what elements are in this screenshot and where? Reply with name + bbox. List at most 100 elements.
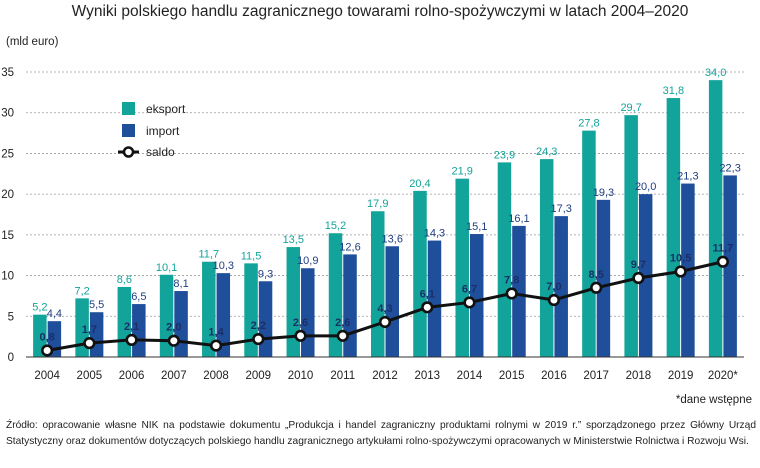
bar-label-import: 10,3	[213, 260, 234, 272]
bar-import	[596, 199, 611, 357]
bar-label-eksport: 21,9	[452, 166, 473, 178]
saldo-point	[209, 339, 223, 352]
bar-eksport	[582, 130, 596, 357]
bar-label-import: 4,4	[47, 308, 62, 320]
bar-label-import: 8,1	[173, 278, 188, 290]
bar-label-import: 9,3	[258, 268, 273, 280]
saldo-label: 0,8	[39, 331, 54, 343]
bar-label-import: 16,1	[508, 213, 529, 225]
bar-label-eksport: 15,2	[325, 220, 346, 232]
y-tick-label: 15	[1, 230, 14, 242]
saldo-label: 2,2	[251, 320, 266, 332]
bar-label-eksport: 5,2	[32, 302, 47, 314]
legend-label-saldo: saldo	[146, 145, 175, 159]
x-tick-label: 2012	[372, 370, 398, 382]
saldo-point	[336, 329, 349, 342]
saldo-line: 0,8 1,7 2,1 2,0 1,4 2,2 2,6 2,6 4,3 6,1 6,7 7,8 7,0 8…	[39, 243, 733, 357]
saldo-label: 9,7	[631, 259, 646, 271]
bar-label-import: 14,3	[424, 228, 445, 240]
saldo-point	[632, 271, 645, 285]
saldo-point	[716, 255, 729, 268]
bar-label-eksport: 11,7	[199, 249, 220, 261]
x-tick-label: 2019	[668, 370, 694, 382]
saldo-label: 1,7	[82, 324, 97, 336]
x-tick-label: 2005	[77, 370, 103, 382]
saldo-point	[378, 315, 392, 329]
saldo-label: 7,0	[546, 281, 561, 293]
x-tick-label: 2016	[541, 370, 567, 382]
y-tick-label: 35	[1, 67, 14, 79]
bar-import	[301, 268, 315, 357]
bar-import	[216, 273, 231, 357]
chart-area: 5,24,47,25,58,66,510,18,111,710,311,59,3…	[1, 67, 744, 382]
legend-label-eksport: eksport	[146, 102, 186, 116]
saldo-label: 8,5	[589, 269, 604, 281]
saldo-label: 6,1	[420, 288, 435, 300]
bar-eksport	[624, 115, 638, 358]
bar-label-import: 22,3	[719, 162, 740, 174]
x-tick-label: 2009	[245, 370, 271, 382]
saldo-point	[294, 329, 307, 342]
x-tick-label: 2006	[119, 370, 145, 382]
bar-eksport	[413, 190, 427, 357]
y-tick-label: 30	[1, 108, 14, 120]
bar-label-eksport: 27,8	[578, 118, 599, 130]
y-tick-label: 0	[8, 352, 14, 364]
bar-eksport	[202, 261, 216, 357]
axes: 0 5 10 15 20 25 30 35 2004 2005 2006 2007 2008 2009 20…	[1, 67, 744, 382]
bar-label-import: 12,6	[339, 241, 360, 253]
saldo-label: 2,0	[166, 322, 181, 334]
saldo-label: 4,3	[377, 303, 392, 315]
x-tick-label: 2014	[457, 370, 483, 382]
bar-label-eksport: 29,7	[620, 102, 641, 114]
saldo-point	[125, 333, 138, 347]
chart-title: Wyniki polskiego handlu zagranicznego to…	[71, 3, 689, 20]
source-note: Źródło: opracowanie własne NIK na podsta…	[6, 420, 756, 447]
bar-label-eksport: 23,9	[494, 149, 515, 161]
bar-import	[554, 216, 568, 357]
bar-import	[469, 234, 484, 357]
y-tick-label: 25	[1, 148, 14, 160]
saldo-point	[167, 334, 180, 347]
y-tick-label: 10	[1, 271, 14, 283]
bar-import	[343, 254, 357, 357]
x-tick-label: 2015	[499, 370, 525, 382]
saldo-point	[547, 293, 561, 307]
x-tick-label: 2017	[583, 370, 609, 382]
bar-label-import: 6,5	[131, 291, 146, 303]
x-tick-label: 2010	[288, 370, 314, 382]
saldo-point	[590, 281, 603, 294]
saldo-point	[83, 337, 96, 350]
bar-label-import: 21,3	[677, 171, 698, 183]
bar-label-import: 19,3	[593, 187, 614, 199]
bar-label-eksport: 20,4	[409, 178, 430, 190]
bar-eksport	[244, 263, 258, 357]
x-tick-label: 2013	[414, 370, 440, 382]
bar-label-import: 5,5	[89, 299, 104, 311]
bar-label-import: 13,6	[382, 233, 403, 245]
x-tick-label: 2008	[203, 370, 229, 382]
saldo-label: 2,1	[124, 321, 139, 333]
bar-eksport	[666, 98, 681, 358]
saldo-label: 2,6	[335, 317, 350, 329]
legend: eksport import saldo	[118, 102, 186, 159]
legend-marker-saldo	[122, 146, 135, 158]
saldo-point	[505, 287, 518, 300]
y-tick-label: 20	[1, 189, 14, 201]
bar-label-eksport: 13,5	[283, 234, 304, 246]
bar-eksport	[328, 233, 343, 357]
bar-import	[723, 175, 737, 357]
bar-label-eksport: 17,9	[367, 198, 388, 210]
x-tick-label: 2020*	[708, 370, 739, 382]
saldo-point	[41, 344, 54, 357]
legend-swatch-eksport	[122, 102, 135, 115]
bar-eksport	[539, 159, 554, 357]
bar-label-eksport: 24,3	[536, 146, 557, 158]
saldo-label: 10,5	[670, 253, 691, 265]
bar-label-eksport: 11,5	[241, 250, 262, 262]
y-axis-unit: (mld euro)	[6, 36, 59, 48]
bar-label-eksport: 8,6	[117, 274, 132, 286]
bar-import	[385, 246, 399, 357]
y-tick-label: 5	[8, 311, 14, 323]
x-tick-label: 2018	[626, 370, 652, 382]
